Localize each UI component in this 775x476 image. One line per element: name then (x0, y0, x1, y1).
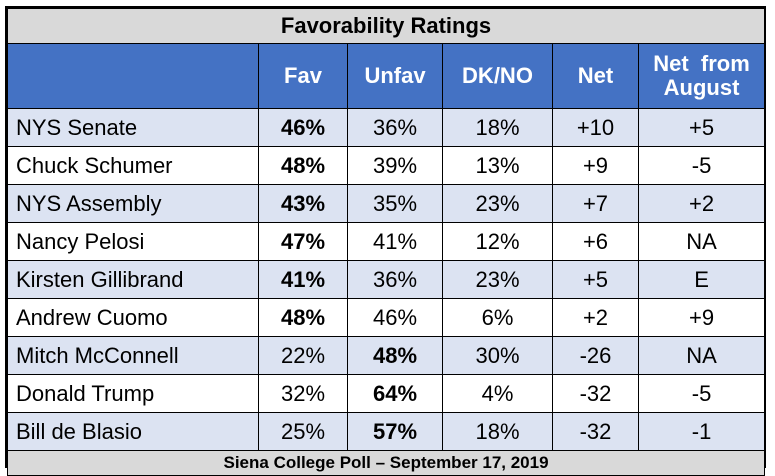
cell-name: Mitch McConnell (7, 336, 259, 375)
cell-dkno: 23% (442, 184, 553, 223)
cell-fav: 32% (258, 374, 348, 413)
cell-dkno: 30% (442, 336, 553, 375)
cell-name: Andrew Cuomo (7, 298, 259, 337)
cell-name: Kirsten Gillibrand (7, 260, 259, 299)
cell-fav: 47% (258, 222, 348, 261)
table-row: NYS Assembly 43% 35% 23% +7 +2 (7, 184, 766, 223)
cell-name: Bill de Blasio (7, 412, 259, 451)
cell-dkno: 13% (442, 146, 553, 185)
cell-net-from-august: -5 (637, 374, 766, 413)
header-name (7, 43, 259, 109)
cell-unfav: 35% (347, 184, 443, 223)
cell-net-from-august: +2 (637, 184, 766, 223)
cell-net: +9 (552, 146, 639, 185)
cell-unfav: 36% (347, 108, 443, 147)
table-footer: Siena College Poll – September 17, 2019 (6, 450, 766, 476)
header-row: Fav Unfav DK/NO Net Net from August (7, 43, 766, 109)
cell-net-from-august: +9 (637, 298, 766, 337)
cell-name: Donald Trump (7, 374, 259, 413)
cell-unfav: 41% (347, 222, 443, 261)
cell-dkno: 18% (442, 412, 553, 451)
table-row: Bill de Blasio 25% 57% 18% -32 -1 (7, 412, 766, 451)
header-net: Net (552, 43, 639, 109)
cell-fav: 43% (258, 184, 348, 223)
cell-unfav: 57% (347, 412, 443, 451)
cell-name: NYS Assembly (7, 184, 259, 223)
table-title: Favorability Ratings (6, 8, 766, 44)
cell-unfav: 39% (347, 146, 443, 185)
favorability-table-frame: Favorability Ratings Fav Unfav DK/NO Net… (5, 6, 766, 476)
table-row: Andrew Cuomo 48% 46% 6% +2 +9 (7, 298, 766, 337)
cell-net-from-august: -1 (637, 412, 766, 451)
cell-unfav: 46% (347, 298, 443, 337)
cell-net: +2 (552, 298, 639, 337)
table-row: Donald Trump 32% 64% 4% -32 -5 (7, 374, 766, 413)
cell-net: -26 (552, 336, 639, 375)
header-fav: Fav (258, 43, 348, 109)
cell-net-from-august: +5 (637, 108, 766, 147)
cell-net-from-august: E (637, 260, 766, 299)
cell-fav: 22% (258, 336, 348, 375)
header-dkno: DK/NO (442, 43, 553, 109)
cell-name: NYS Senate (7, 108, 259, 147)
cell-net: +6 (552, 222, 639, 261)
cell-net: +10 (552, 108, 639, 147)
table-row: Kirsten Gillibrand 41% 36% 23% +5 E (7, 260, 766, 299)
cell-net: +7 (552, 184, 639, 223)
table-row: Chuck Schumer 48% 39% 13% +9 -5 (7, 146, 766, 185)
cell-unfav: 48% (347, 336, 443, 375)
cell-fav: 48% (258, 298, 348, 337)
cell-net-from-august: NA (637, 222, 766, 261)
cell-fav: 48% (258, 146, 348, 185)
favorability-table: Favorability Ratings Fav Unfav DK/NO Net… (6, 8, 766, 476)
table-row: Nancy Pelosi 47% 41% 12% +6 NA (7, 222, 766, 261)
table-row: Mitch McConnell 22% 48% 30% -26 NA (7, 336, 766, 375)
cell-dkno: 4% (442, 374, 553, 413)
cell-unfav: 64% (347, 374, 443, 413)
cell-fav: 25% (258, 412, 348, 451)
cell-fav: 41% (258, 260, 348, 299)
cell-dkno: 23% (442, 260, 553, 299)
cell-name: Chuck Schumer (7, 146, 259, 185)
cell-net: +5 (552, 260, 639, 299)
table-row: NYS Senate 46% 36% 18% +10 +5 (7, 108, 766, 147)
cell-name: Nancy Pelosi (7, 222, 259, 261)
header-net-from-august: Net from August (637, 43, 766, 109)
cell-dkno: 6% (442, 298, 553, 337)
cell-fav: 46% (258, 108, 348, 147)
cell-net-from-august: -5 (637, 146, 766, 185)
cell-dkno: 12% (442, 222, 553, 261)
cell-net-from-august: NA (637, 336, 766, 375)
header-unfav: Unfav (347, 43, 443, 109)
cell-net: -32 (552, 412, 639, 451)
cell-unfav: 36% (347, 260, 443, 299)
cell-dkno: 18% (442, 108, 553, 147)
cell-net: -32 (552, 374, 639, 413)
